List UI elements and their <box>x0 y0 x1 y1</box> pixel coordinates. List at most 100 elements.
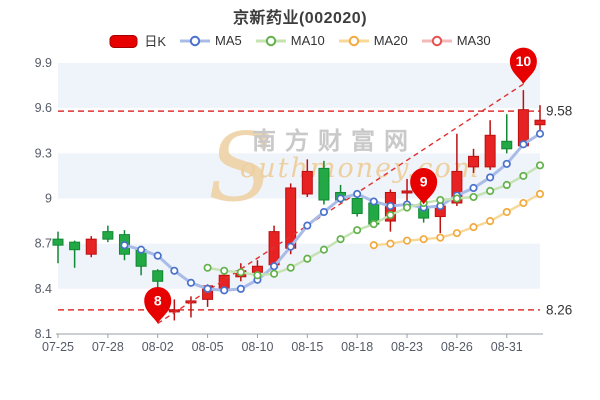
watermark-en-text: outhmoney.com <box>240 153 480 184</box>
x-axis-label: 07-25 <box>42 340 74 354</box>
x-axis-label: 08-05 <box>192 340 224 354</box>
ma5-point <box>303 221 312 230</box>
price-level-label: 8.26 <box>546 302 572 317</box>
ma5-point <box>270 262 279 271</box>
ma5-point <box>170 266 179 275</box>
legend-item-ma10[interactable]: MA10 <box>255 33 325 49</box>
plot-band <box>58 288 540 334</box>
ma5-point <box>236 284 245 293</box>
chart-legend: 日K MA5 MA10 MA20 MA30 <box>0 31 600 50</box>
legend-label: MA30 <box>456 33 491 48</box>
legend-label: MA20 <box>373 33 408 48</box>
candle-body <box>451 170 463 204</box>
candle-body <box>268 231 280 266</box>
ma10-point <box>519 171 528 180</box>
ma10-point <box>303 254 312 263</box>
ma5-point <box>353 189 362 199</box>
y-axis-label: 9.9 <box>35 56 52 70</box>
ma5-point <box>519 140 528 149</box>
balloon-marker-9 <box>410 168 438 205</box>
ma10-point <box>253 271 262 280</box>
price-level-label: 9.58 <box>546 104 572 119</box>
legend-label: MA10 <box>290 33 325 48</box>
watermark-logo: S <box>208 113 273 223</box>
x-axis-label: 08-23 <box>391 340 423 354</box>
ma20-point <box>502 208 511 217</box>
x-axis-label: 08-15 <box>291 340 323 354</box>
balloon-label-9: 9 <box>420 174 428 190</box>
candle-body <box>501 140 513 150</box>
chart-title: 京新药业(002020) <box>232 10 368 27</box>
legend-item-ma20[interactable]: MA20 <box>338 33 408 49</box>
y-axis-label: 9.6 <box>35 101 52 115</box>
legend-item-daily-k[interactable]: 日K <box>109 31 166 50</box>
ma20-point <box>402 236 412 245</box>
ma5-point <box>220 286 229 295</box>
ma5-point <box>386 201 395 211</box>
candle-body <box>52 238 64 246</box>
ma20-point <box>486 217 495 226</box>
ma5-point <box>319 208 328 217</box>
ma20-point <box>469 223 478 232</box>
ma10-point <box>535 161 545 170</box>
x-axis-label: 08-10 <box>241 340 273 354</box>
legend-item-ma5[interactable]: MA5 <box>180 33 242 49</box>
candle-body <box>318 167 330 201</box>
plot-band <box>58 63 540 109</box>
legend-item-ma30[interactable]: MA30 <box>421 33 491 49</box>
y-axis-label: 8.4 <box>35 282 52 296</box>
ma5-point <box>469 183 478 193</box>
ma20-point <box>369 241 378 250</box>
y-axis-label: 8.1 <box>35 327 52 341</box>
ma20-point <box>386 239 395 248</box>
y-axis-label: 9.3 <box>35 146 52 160</box>
ma10-point <box>319 245 328 254</box>
ma10-point <box>203 263 212 272</box>
ma20-point <box>452 229 461 238</box>
candle-body <box>468 155 480 168</box>
balloon-label-8: 8 <box>154 292 162 308</box>
ma5-marker-icon <box>180 35 211 46</box>
ma10-point <box>353 226 362 235</box>
ma5-point <box>502 159 511 168</box>
legend-label: 日K <box>144 34 167 49</box>
x-axis-label: 08-31 <box>491 340 523 354</box>
ma20-point <box>519 198 528 208</box>
ma20-point <box>535 189 545 199</box>
ma10-point <box>270 269 279 278</box>
ma5-point <box>137 245 146 254</box>
ma5-point <box>535 129 545 138</box>
candle-body <box>301 170 313 195</box>
ma10-point <box>369 220 378 229</box>
ma5-point <box>203 284 212 293</box>
ma5-point <box>486 173 495 182</box>
ma5-point <box>286 242 295 251</box>
candle-body <box>102 231 114 240</box>
candle-body <box>168 309 180 313</box>
ma20-marker-icon <box>338 35 369 46</box>
ma10-point <box>469 192 478 202</box>
candle-body <box>484 134 496 168</box>
ma5-point <box>186 278 196 287</box>
ma10-point <box>220 266 229 275</box>
ma5-point <box>336 194 345 203</box>
candle-body <box>85 238 97 255</box>
ma5-point <box>120 241 129 250</box>
ma30-marker-icon <box>421 35 452 46</box>
ma10-point <box>402 203 412 212</box>
candle-body <box>152 270 164 282</box>
watermark-cn-text: 南方财富网 <box>252 127 417 155</box>
legend-label: MA5 <box>215 33 242 48</box>
candle-body <box>69 241 81 251</box>
plot-band <box>58 108 540 154</box>
ma5-point <box>369 197 378 206</box>
plot-band <box>58 243 540 289</box>
ma10-point <box>436 195 445 205</box>
daily-k-swatch-icon <box>109 34 138 48</box>
x-axis-label: 08-26 <box>441 340 473 354</box>
x-axis-label: 08-18 <box>341 340 373 354</box>
x-axis-label: 08-02 <box>142 340 174 354</box>
ma10-marker-icon <box>255 35 286 46</box>
